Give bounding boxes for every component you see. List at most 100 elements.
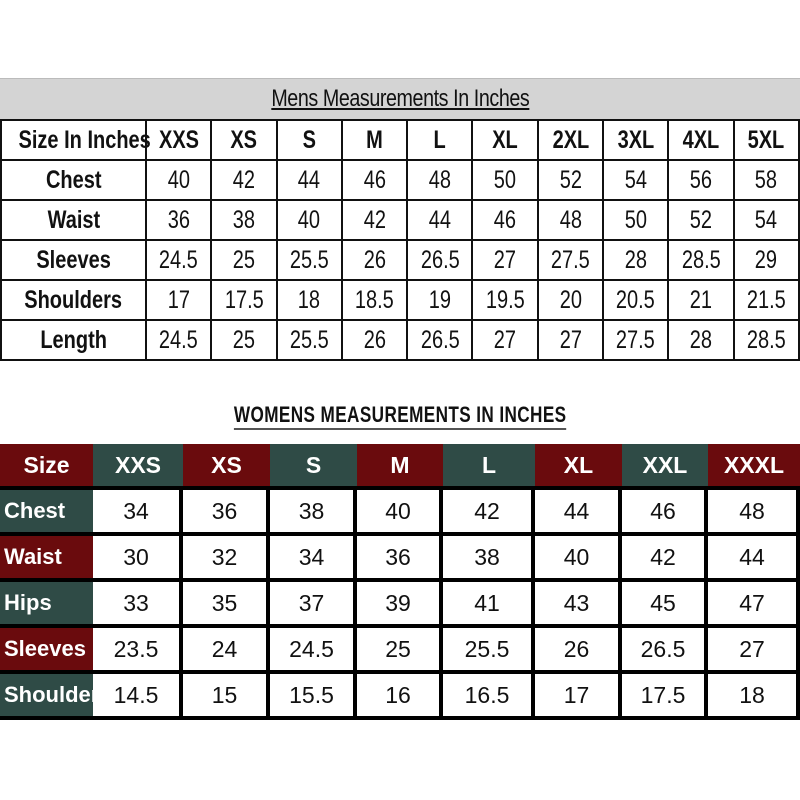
size-header-cell: XS — [183, 444, 270, 490]
size-header-cell: XXL — [622, 444, 708, 490]
cell-value: 27 — [739, 635, 765, 662]
value-cell: 21.5 — [732, 279, 800, 321]
cell-value: 36 — [167, 205, 190, 234]
value-cell: 27.5 — [536, 239, 605, 281]
cell-value: 38 — [232, 205, 256, 234]
cell-value: 27 — [494, 245, 517, 274]
value-cell: 17.5 — [210, 279, 278, 321]
womens-header-row: Size XXS XS S M L XL XXL XXXL — [0, 444, 800, 490]
cell-value: 15 — [211, 681, 238, 708]
row-label: Waist — [4, 544, 62, 569]
value-cell: 42 — [340, 199, 409, 241]
cell-value: 33 — [123, 589, 149, 616]
cell-value: 44 — [428, 205, 451, 234]
cell-value: 23.5 — [113, 635, 159, 662]
table-row: Sleeves 24.5 25 25.5 26 26.5 27 27.5 28 28.5 29 — [0, 239, 800, 281]
value-cell: 44 — [406, 199, 474, 241]
value-cell: 19 — [406, 279, 474, 321]
value-cell: 44 — [708, 536, 800, 582]
row-label-cell: Waist — [0, 536, 93, 582]
table-row: Shoulders 14.5 15 15.5 16 16.5 17 17.5 18 — [0, 674, 800, 720]
mens-title-bar: Mens Measurements In Inches — [0, 78, 800, 119]
cell-value: 38 — [474, 543, 500, 570]
row-label-cell: Chest — [0, 159, 147, 201]
row-label: Hips — [4, 590, 52, 615]
value-cell: 40 — [535, 536, 622, 582]
value-cell: 40 — [275, 199, 343, 241]
cell-value: 38 — [298, 497, 325, 524]
value-cell: S — [275, 119, 343, 161]
value-cell: 15 — [183, 674, 270, 720]
value-cell: XS — [210, 119, 278, 161]
size-header-cell: XXXL — [708, 444, 800, 490]
value-cell: 28.5 — [667, 239, 735, 281]
womens-table: Size XXS XS S M L XL XXL XXXL Chest 34 36 38 40 42 44 46… — [0, 444, 800, 720]
value-cell: 58 — [732, 159, 800, 201]
cell-value: 39 — [385, 589, 411, 616]
value-cell: 21 — [667, 279, 735, 321]
row-label: Chest — [45, 165, 102, 194]
cell-value: S — [302, 125, 316, 154]
cell-value: XXXL — [723, 451, 785, 478]
row-label-cell: Waist — [0, 199, 147, 241]
value-cell: 26.5 — [406, 319, 474, 361]
cell-value: 46 — [650, 497, 676, 524]
value-cell: XL — [471, 119, 539, 161]
row-label: Shoulders — [4, 682, 112, 707]
value-cell: 24.5 — [144, 319, 213, 361]
cell-value: 40 — [563, 543, 590, 570]
cell-value: 42 — [474, 497, 500, 524]
row-label: Size In Inches — [18, 125, 151, 154]
value-cell: XXS — [144, 119, 213, 161]
cell-value: 56 — [689, 165, 713, 194]
value-cell: 27 — [536, 319, 605, 361]
value-cell: 52 — [667, 199, 735, 241]
cell-value: 32 — [211, 543, 238, 570]
value-cell: 38 — [270, 490, 357, 536]
cell-value: M — [390, 451, 410, 478]
value-cell: 20.5 — [602, 279, 670, 321]
row-label-cell: Size In Inches — [0, 119, 151, 161]
cell-value: XXL — [642, 451, 688, 478]
value-cell: L — [406, 119, 474, 161]
cell-value: XL — [563, 451, 594, 478]
value-cell: 50 — [471, 159, 539, 201]
value-cell: 48 — [536, 199, 605, 241]
size-header-cell: M — [357, 444, 443, 490]
cell-value: 25.5 — [289, 325, 329, 354]
value-cell: 29 — [732, 239, 800, 281]
value-cell: 24 — [183, 628, 270, 674]
value-cell: 37 — [270, 582, 357, 628]
mens-size-chart: Mens Measurements In Inches Size In Inch… — [0, 78, 800, 361]
value-cell: 26.5 — [622, 628, 708, 674]
table-row: Waist 30 32 34 36 38 40 42 44 — [0, 536, 800, 582]
value-cell: 25.5 — [443, 628, 535, 674]
cell-value: XS — [211, 451, 242, 478]
mens-header-row: Size In Inches XXS XS S M L XL 2XL 3XL 4XL 5XL — [0, 119, 800, 161]
value-cell: 25 — [357, 628, 443, 674]
cell-value: 54 — [755, 205, 778, 234]
value-cell: 16.5 — [443, 674, 535, 720]
cell-value: 44 — [563, 497, 590, 524]
cell-value: 48 — [428, 165, 451, 194]
value-cell: 17 — [535, 674, 622, 720]
value-cell: 41 — [443, 582, 535, 628]
cell-value: 26.5 — [420, 245, 460, 274]
cell-value: 52 — [689, 205, 713, 234]
cell-value: 40 — [385, 497, 411, 524]
row-label: Size — [23, 451, 70, 478]
cell-value: 25.5 — [464, 635, 510, 662]
cell-value: 28.5 — [681, 245, 721, 274]
row-label: Sleeves — [4, 636, 86, 661]
value-cell: 54 — [602, 159, 670, 201]
value-cell: 23.5 — [93, 628, 183, 674]
size-header-cell: XXS — [93, 444, 183, 490]
value-cell: 17.5 — [622, 674, 708, 720]
value-cell: 14.5 — [93, 674, 183, 720]
mens-title: Mens Measurements In Inches — [270, 85, 530, 112]
value-cell: 42 — [443, 490, 535, 536]
value-cell: 40 — [144, 159, 213, 201]
cell-value: 30 — [123, 543, 149, 570]
cell-value: 3XL — [617, 125, 655, 154]
cell-value: 17.5 — [224, 285, 264, 314]
